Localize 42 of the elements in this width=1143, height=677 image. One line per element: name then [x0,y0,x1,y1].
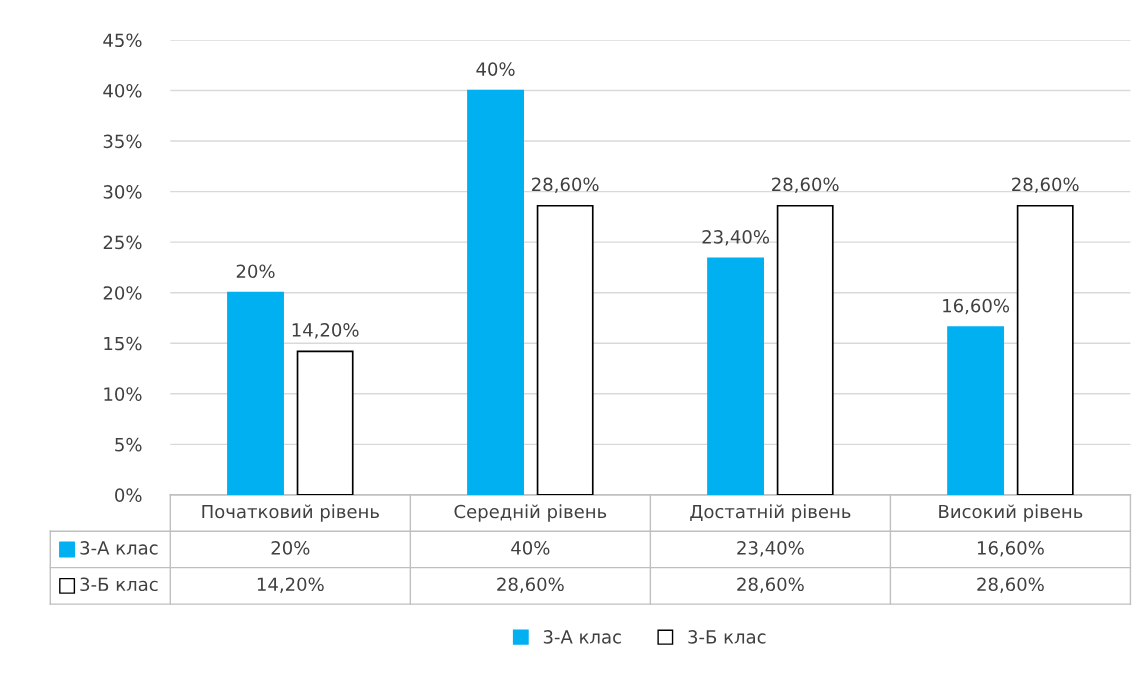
data-label: 28,60% [497,577,564,593]
bar [227,291,284,495]
text: 3-А клас [543,630,621,644]
bar [707,257,765,495]
text: 28,60% [532,177,599,193]
text: 3-Б клас [80,577,158,592]
text: 23,40% [702,230,769,246]
text: 14,20% [292,323,359,339]
data-label: 23,40% [737,541,804,557]
text: 28,60% [1012,177,1079,193]
y-tick-label: 15% [104,336,142,351]
bar [776,204,834,495]
data-label: 40% [511,541,550,555]
x-tick-label: Високий рівень [939,504,1083,522]
text: 28,60% [772,177,839,193]
bar [296,350,354,495]
data-label: 28,60% [737,577,804,593]
x-tick-label: Достатній рівень [690,504,851,522]
text: 16,60% [943,298,1010,315]
y-tick-label: 25% [103,235,142,250]
text: 20% [236,264,275,279]
y-tick-label: 30% [103,185,142,199]
data-label: 14,20% [257,577,324,593]
x-tick-label: Початковий рівень [202,504,379,522]
bar [947,326,1005,495]
y-tick-label: 5% [115,437,142,452]
y-tick-label: 45% [103,33,142,48]
x-tick-label: Середній рівень [454,504,607,522]
legend-label: 3-Б клас [688,630,766,644]
bar [536,204,594,495]
legend-label: 3-А клас [80,541,158,555]
y-tick-label: 10% [104,387,142,401]
bar [467,89,524,495]
y-tick-label: 40% [103,83,142,98]
y-tick-label: 20% [103,286,142,300]
bar [1016,204,1074,495]
data-label: 20% [271,541,310,555]
y-tick-label: 0% [115,488,142,502]
y-tick-label: 35% [103,134,142,149]
data-label: 28,60% [977,577,1044,593]
data-label: 16,60% [977,541,1044,557]
text: 40% [476,62,515,76]
